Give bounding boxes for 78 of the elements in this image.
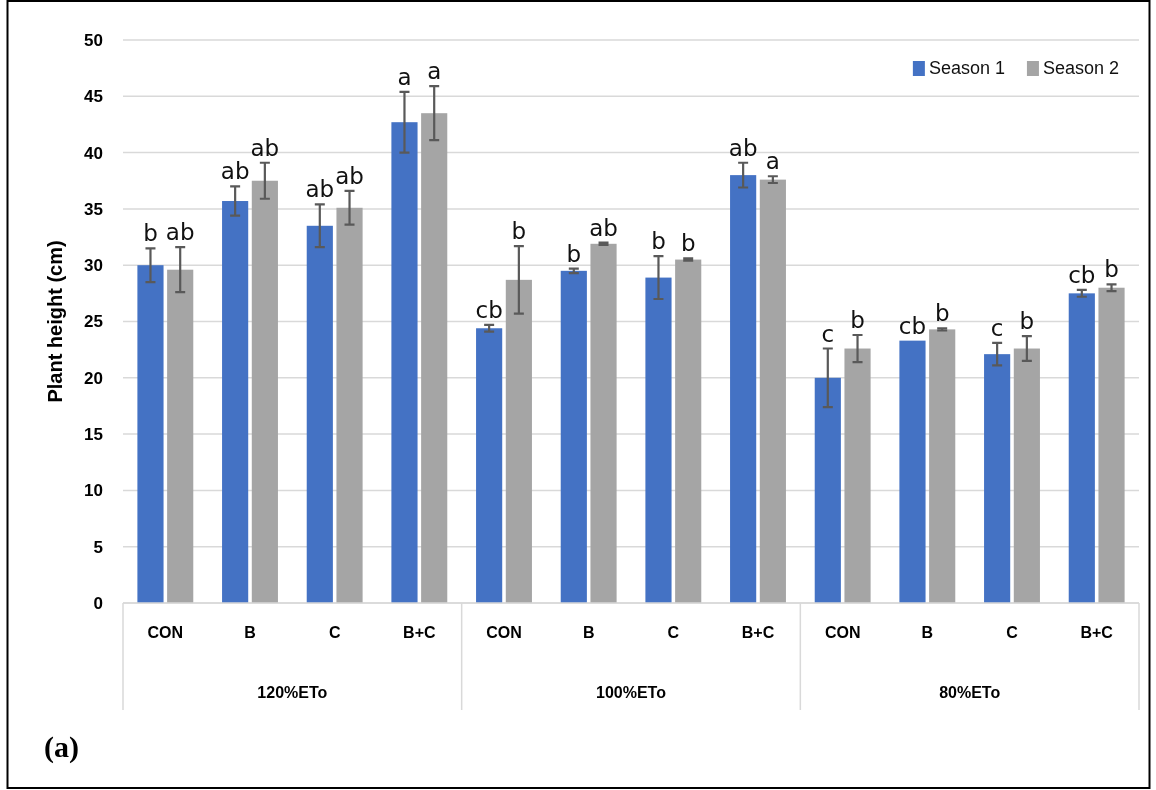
bar [929, 329, 956, 603]
data-label: b [651, 228, 666, 255]
bar [675, 259, 702, 603]
bar [560, 270, 587, 603]
data-label: a [397, 63, 412, 90]
data-label: c [821, 320, 835, 347]
y-tick-label: 10 [84, 481, 103, 501]
data-label: ab [250, 134, 280, 161]
bar [590, 243, 617, 603]
bar [222, 201, 249, 603]
bar [814, 377, 841, 603]
bar [251, 180, 278, 603]
data-label: b [566, 240, 582, 267]
text: (a) [44, 730, 79, 764]
bar [1098, 287, 1125, 603]
bar [137, 265, 164, 603]
text: 120%ETo [257, 684, 328, 701]
data-label: c [990, 314, 1004, 341]
bar [421, 113, 448, 603]
bar [730, 175, 757, 603]
legend-label: Season 1 [928, 58, 1005, 78]
data-label: b [934, 300, 950, 327]
bar [1013, 348, 1040, 603]
data-label: a [427, 58, 442, 85]
data-label: b [850, 307, 865, 334]
data-label: ab [220, 158, 250, 185]
text: 80%ETo [939, 684, 1001, 701]
x-tick-label: B+C [741, 624, 775, 642]
bar [844, 348, 871, 603]
x-tick-label: CON [486, 624, 522, 642]
y-tick-label: 45 [84, 87, 103, 107]
bar [984, 354, 1011, 603]
bar [167, 269, 194, 603]
y-tick-label: 25 [84, 312, 103, 332]
data-label: b [1019, 308, 1035, 335]
y-tick-label: 30 [84, 256, 103, 276]
data-label: ab [305, 176, 335, 203]
legend-label: Season 2 [1042, 58, 1119, 78]
bar [645, 277, 672, 603]
bar [899, 340, 926, 603]
x-tick-label: B+C [1080, 624, 1114, 642]
bar [1068, 293, 1095, 603]
bar [336, 207, 363, 603]
y-tick-label: 40 [84, 143, 103, 163]
data-label: ab [728, 134, 758, 161]
text: 100%ETo [596, 684, 667, 701]
data-label: ab [589, 214, 618, 241]
x-tick-label: B [921, 624, 934, 642]
bar [759, 179, 786, 603]
y-axis-title: Plant height (cm) [44, 240, 66, 403]
x-tick-label: CON [147, 624, 184, 642]
y-tick-label: 15 [84, 425, 103, 445]
data-label: cb [898, 312, 927, 339]
bar [306, 225, 333, 603]
x-tick-label: B [244, 624, 256, 642]
y-tick-label: 35 [84, 199, 103, 219]
x-tick-label: CON [824, 624, 861, 642]
y-tick-label: 0 [93, 593, 103, 613]
x-tick-label: C [1006, 624, 1019, 642]
y-tick-label: 50 [84, 30, 103, 50]
x-tick-label: C [328, 624, 341, 642]
data-label: b [1104, 256, 1119, 283]
x-tick-label: B [582, 624, 595, 642]
data-label: b [143, 220, 158, 247]
bar [476, 328, 503, 603]
y-tick-label: 20 [84, 368, 103, 388]
data-label: ab [165, 219, 195, 246]
x-tick-label: B+C [403, 624, 437, 642]
bar [391, 122, 418, 603]
data-label: cb [475, 296, 503, 323]
data-label: b [511, 218, 527, 245]
x-tick-label: C [667, 624, 680, 642]
y-tick-label: 5 [93, 537, 103, 557]
bar [505, 279, 532, 603]
data-label: ab [335, 162, 364, 189]
data-label: a [765, 148, 780, 175]
data-label: cb [1068, 261, 1096, 288]
data-label: b [680, 230, 696, 257]
